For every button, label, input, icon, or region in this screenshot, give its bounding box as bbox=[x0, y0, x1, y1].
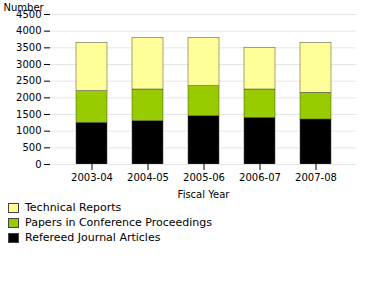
svg-text:1000: 1000 bbox=[16, 125, 41, 136]
svg-text:4500: 4500 bbox=[16, 8, 42, 20]
html-text:Refereed Journal Articles: Refereed Journal Articles bbox=[25, 231, 161, 244]
html-text:Technical Reports: Technical Reports bbox=[25, 201, 122, 214]
svg-text:4000: 4000 bbox=[16, 25, 41, 36]
html-text:Papers in Conference Proceedin: Papers in Conference Proceedings bbox=[25, 216, 212, 229]
svg-text:3500: 3500 bbox=[16, 42, 41, 53]
svg-text:500: 500 bbox=[22, 142, 41, 153]
svg-text:Fiscal Year: Fiscal Year bbox=[178, 189, 231, 200]
svg-text:2500: 2500 bbox=[16, 75, 41, 86]
svg-text:0: 0 bbox=[35, 159, 41, 170]
svg-text:2006-07: 2006-07 bbox=[239, 172, 281, 183]
svg-text:3000: 3000 bbox=[16, 59, 41, 70]
svg-text:2000: 2000 bbox=[16, 92, 41, 103]
svg-text:Number: Number bbox=[4, 2, 45, 13]
svg-text:2004-05: 2004-05 bbox=[127, 172, 169, 183]
svg-text:2007-08: 2007-08 bbox=[295, 172, 337, 183]
svg-text:1500: 1500 bbox=[16, 109, 41, 120]
svg-text:2003-04: 2003-04 bbox=[71, 172, 113, 183]
svg-text:2005-06: 2005-06 bbox=[183, 172, 225, 183]
